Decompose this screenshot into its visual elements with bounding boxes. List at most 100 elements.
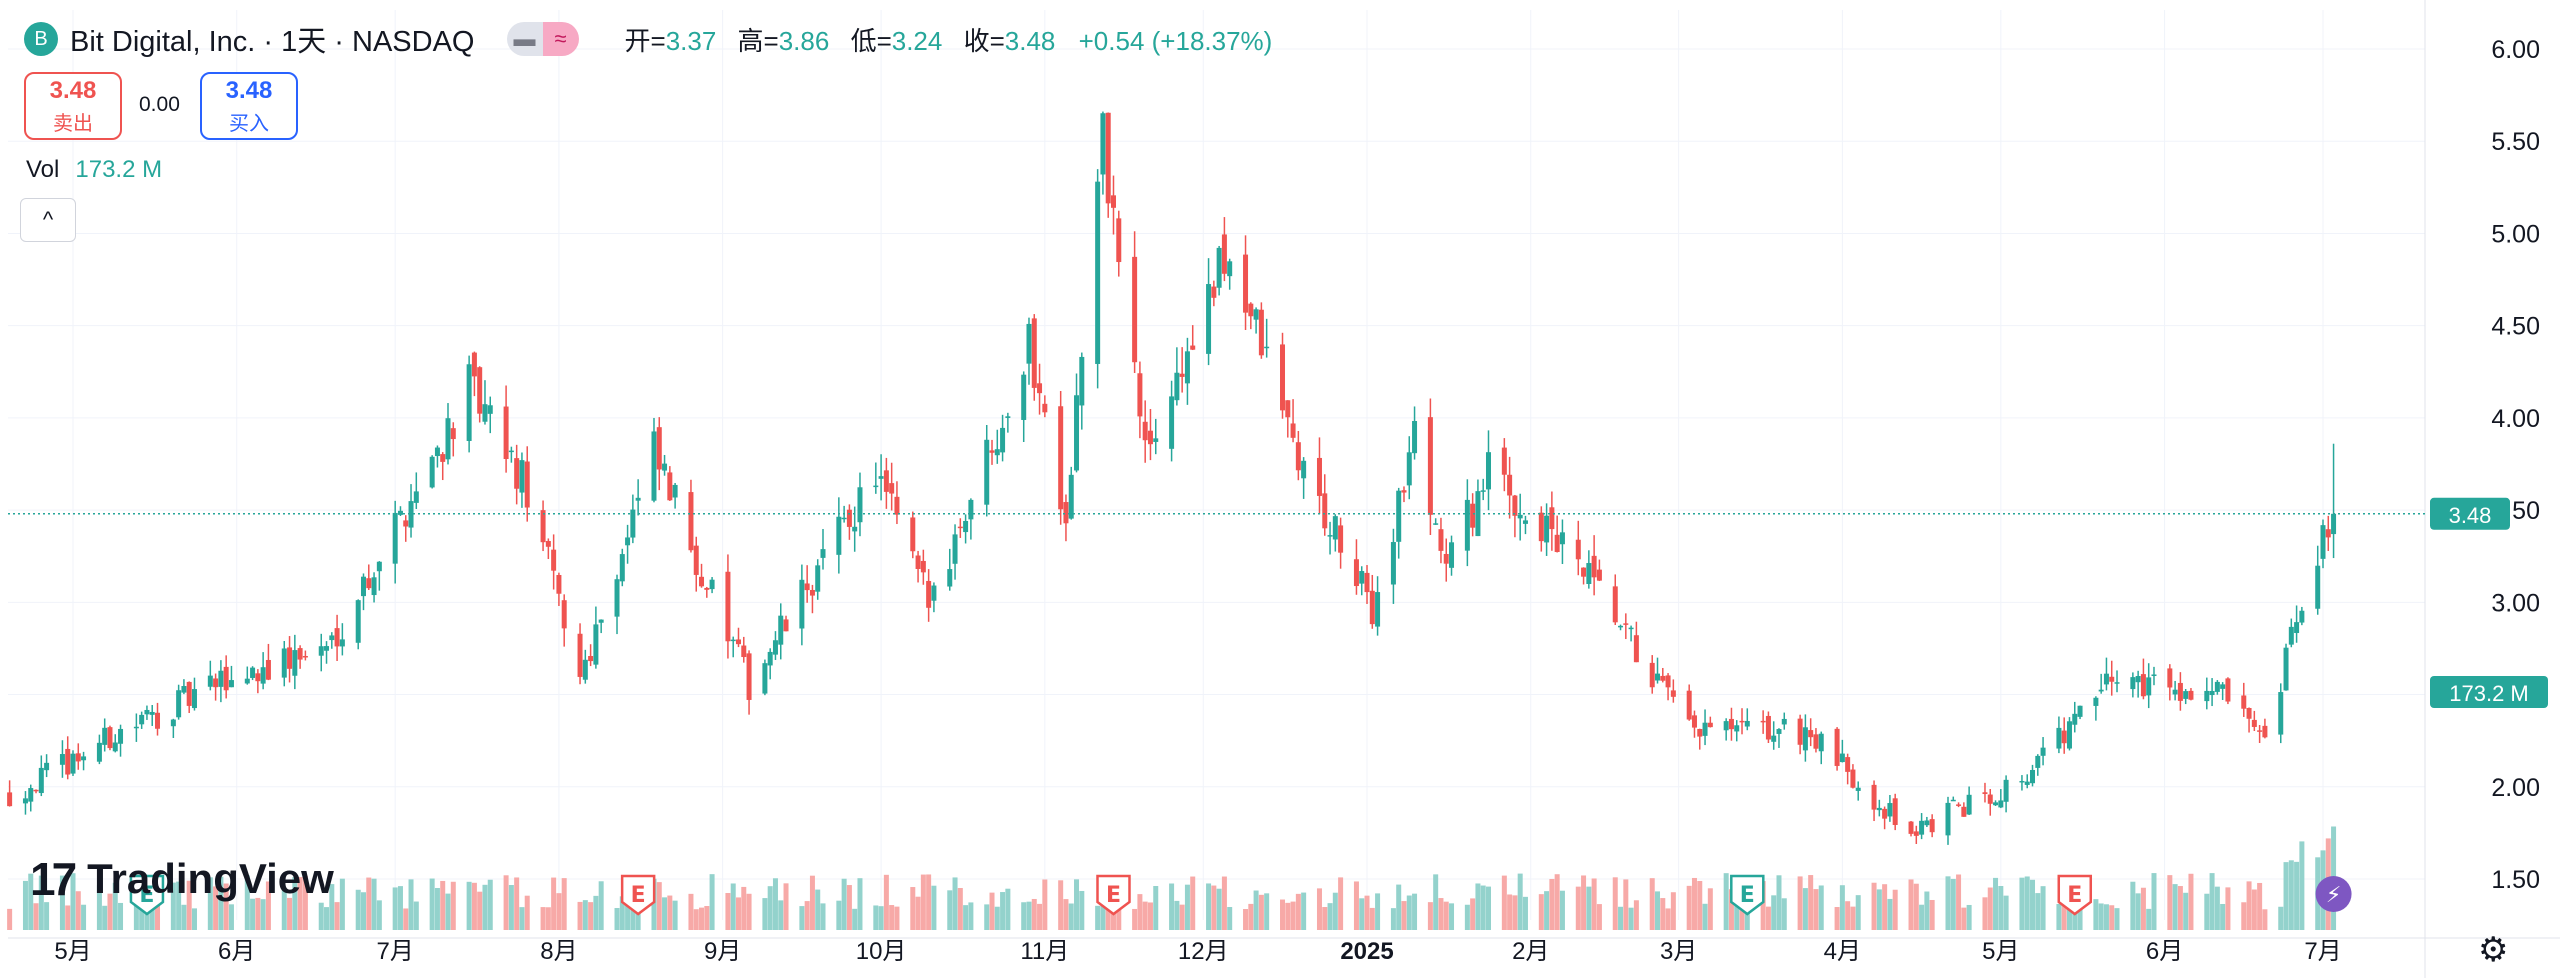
volume-bar (767, 886, 773, 930)
volume-bar (598, 881, 604, 930)
volume-bar (1575, 886, 1581, 930)
candle-body (1908, 821, 1914, 834)
candle-body (931, 585, 937, 601)
candle-body (1966, 794, 1972, 815)
candle-body (366, 578, 372, 589)
volume-bar (1839, 885, 1845, 930)
volume-bar (2130, 881, 2136, 930)
volume-bar (1116, 895, 1122, 930)
volume-bar (1227, 907, 1233, 930)
sell-button[interactable]: 3.48 卖出 (24, 72, 122, 140)
candle-body (371, 577, 377, 596)
last-price-label: 3.48 (2449, 503, 2492, 528)
buy-price: 3.48 (225, 76, 273, 104)
volume-bar (1887, 898, 1893, 930)
buy-button[interactable]: 3.48 买入 (200, 72, 298, 140)
candle-body (2299, 610, 2305, 623)
settings-gear-icon[interactable]: ⚙ (2478, 931, 2509, 969)
volume-bar (434, 887, 440, 930)
candle-body (519, 460, 525, 493)
volume-bar (1480, 885, 1486, 930)
chart-style-toggle[interactable]: ▬ ≈ (506, 22, 579, 56)
candle-body (1137, 373, 1143, 417)
candle-body (1522, 520, 1528, 524)
volume-bar (450, 881, 456, 930)
volume-bar (1871, 882, 1877, 930)
volume-bar (170, 882, 176, 930)
volume-bar (725, 893, 731, 930)
volume-bar (1808, 875, 1814, 930)
x-tick-label: 3月 (1660, 938, 1697, 965)
volume-bar (1913, 883, 1919, 930)
candle-body (1559, 532, 1565, 545)
candle-body (408, 501, 414, 528)
volume-bar (1802, 888, 1808, 930)
volume-bar (102, 905, 108, 930)
volume-legend[interactable]: Vol 173.2 M (26, 156, 162, 184)
candle-body (1316, 457, 1322, 496)
candle-body (334, 628, 340, 647)
candle-body (1501, 447, 1507, 475)
volume-bar (1316, 888, 1322, 930)
volume-bar (445, 893, 451, 930)
symbol-title[interactable]: Bit Digital, Inc. · 1天 · NASDAQ (70, 26, 475, 58)
volume-bar (1813, 889, 1819, 930)
chart-header: B Bit Digital, Inc. · 1天 · NASDAQ ▬ ≈ 开=… (24, 18, 1272, 60)
volume-bar (318, 902, 324, 930)
volume-bar (2257, 882, 2263, 930)
candle-body (984, 439, 990, 505)
volume-bar (482, 884, 488, 930)
candle-body (144, 709, 150, 715)
candle-body (556, 575, 562, 594)
volume-bar (2288, 860, 2294, 930)
candle-body (762, 663, 768, 694)
x-tick-label: 7月 (377, 938, 414, 965)
volume-bar (926, 874, 932, 930)
candle-body (318, 646, 324, 656)
candle-body (672, 484, 678, 498)
candle-body (2246, 708, 2252, 719)
volume-bar (1623, 879, 1629, 930)
volume-bar (1966, 904, 1972, 930)
candle-body (28, 788, 34, 802)
candle-body (1438, 529, 1444, 551)
hide-icon[interactable]: ▬ (506, 22, 543, 56)
volume-bar (2283, 862, 2289, 930)
volume-bar (376, 900, 382, 930)
volume-bar (287, 897, 293, 930)
candle-body (176, 690, 182, 718)
candle-body (44, 762, 50, 771)
volume-bar (1221, 876, 1227, 930)
candle-body (1290, 423, 1296, 438)
volume-bar (1908, 879, 1914, 930)
volume-bar (1771, 895, 1777, 930)
candle-body (2278, 692, 2284, 735)
candle-body (920, 560, 926, 573)
candle-body (503, 406, 509, 460)
compare-icon[interactable]: ≈ (542, 22, 579, 56)
candle-body (1000, 427, 1006, 453)
candle-body (656, 427, 662, 470)
candle-body (1396, 490, 1402, 542)
volume-bar (947, 890, 953, 930)
volume-bar (688, 893, 694, 930)
volume-bar (2209, 873, 2215, 930)
close-value: 3.48 (1004, 25, 1056, 56)
volume-bar (250, 898, 256, 930)
volume-bar (709, 874, 715, 930)
candle-body (1834, 728, 1840, 766)
high-value: 3.86 (778, 25, 830, 56)
collapse-legend-button[interactable]: ^ (20, 198, 76, 242)
volume-bar (2172, 884, 2178, 930)
volume-bar (397, 886, 403, 930)
candle-body (508, 450, 514, 453)
candle-body (2093, 697, 2099, 706)
candle-body (1802, 727, 1808, 751)
tradingview-logo[interactable]: 17 TradingView (30, 852, 334, 906)
candle-body (1058, 406, 1064, 510)
volume-bar (1327, 903, 1333, 930)
event-marker-label: E (631, 883, 646, 908)
volume-bar (1776, 875, 1782, 930)
volume-bar (392, 887, 398, 930)
